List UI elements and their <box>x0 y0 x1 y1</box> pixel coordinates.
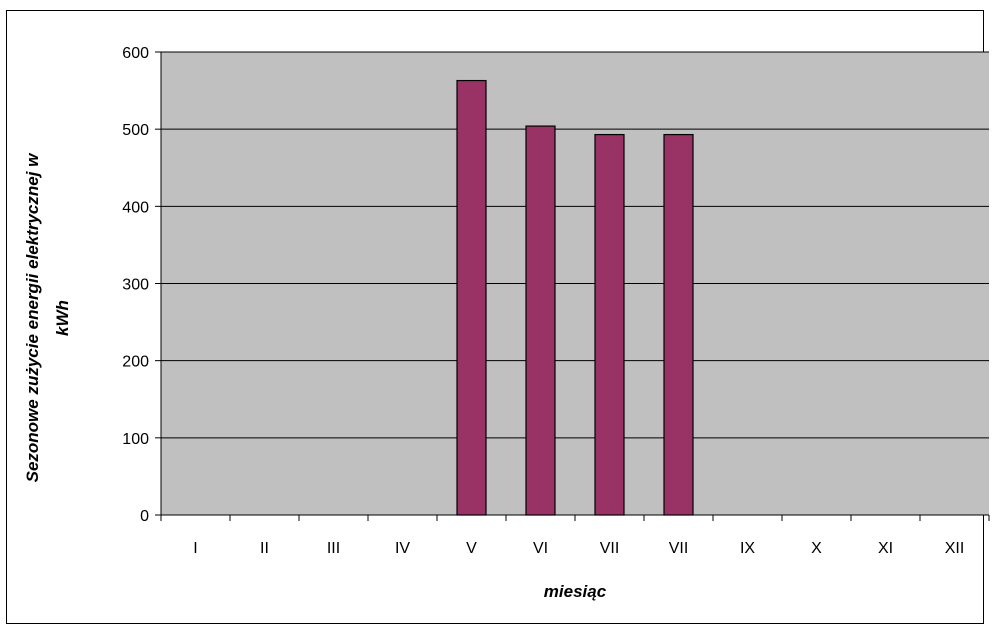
y-tick-label: 200 <box>122 354 149 371</box>
x-tick-label: VI <box>533 540 548 557</box>
y-axis-ticks: 0 100 200 300 400 500 600 <box>122 45 161 525</box>
y-axis-title-line2: kWh <box>53 300 72 336</box>
y-axis-title-line1: Sezonowe zużycie energii elektrycznej w <box>23 152 42 483</box>
x-tick-label: IX <box>740 540 755 557</box>
x-axis-ticks: I II III IV V VI VII VII IX X XI XII <box>160 515 990 557</box>
y-tick-label: 300 <box>122 277 149 294</box>
y-tick-label: 100 <box>122 431 149 448</box>
bar <box>456 79 487 516</box>
x-tick-label: VII <box>600 540 620 557</box>
y-tick-label: 400 <box>122 199 149 216</box>
x-tick-label: XII <box>945 540 965 557</box>
x-tick-label: III <box>327 540 340 557</box>
x-tick-label: XI <box>878 540 893 557</box>
x-tick-label: I <box>193 540 197 557</box>
plot-area <box>160 51 989 516</box>
x-tick-label: VII <box>669 540 689 557</box>
x-tick-label: V <box>466 540 477 557</box>
x-tick-label: IV <box>395 540 410 557</box>
bar <box>663 133 694 516</box>
bar <box>525 125 556 516</box>
y-tick-label: 600 <box>122 45 149 62</box>
x-tick-label: II <box>260 540 269 557</box>
bar <box>594 133 625 516</box>
x-tick-label: X <box>811 540 822 557</box>
y-tick-label: 500 <box>122 122 149 139</box>
y-tick-label: 0 <box>140 508 149 525</box>
x-axis-title: miesiąc <box>544 582 607 601</box>
bars <box>456 79 694 516</box>
